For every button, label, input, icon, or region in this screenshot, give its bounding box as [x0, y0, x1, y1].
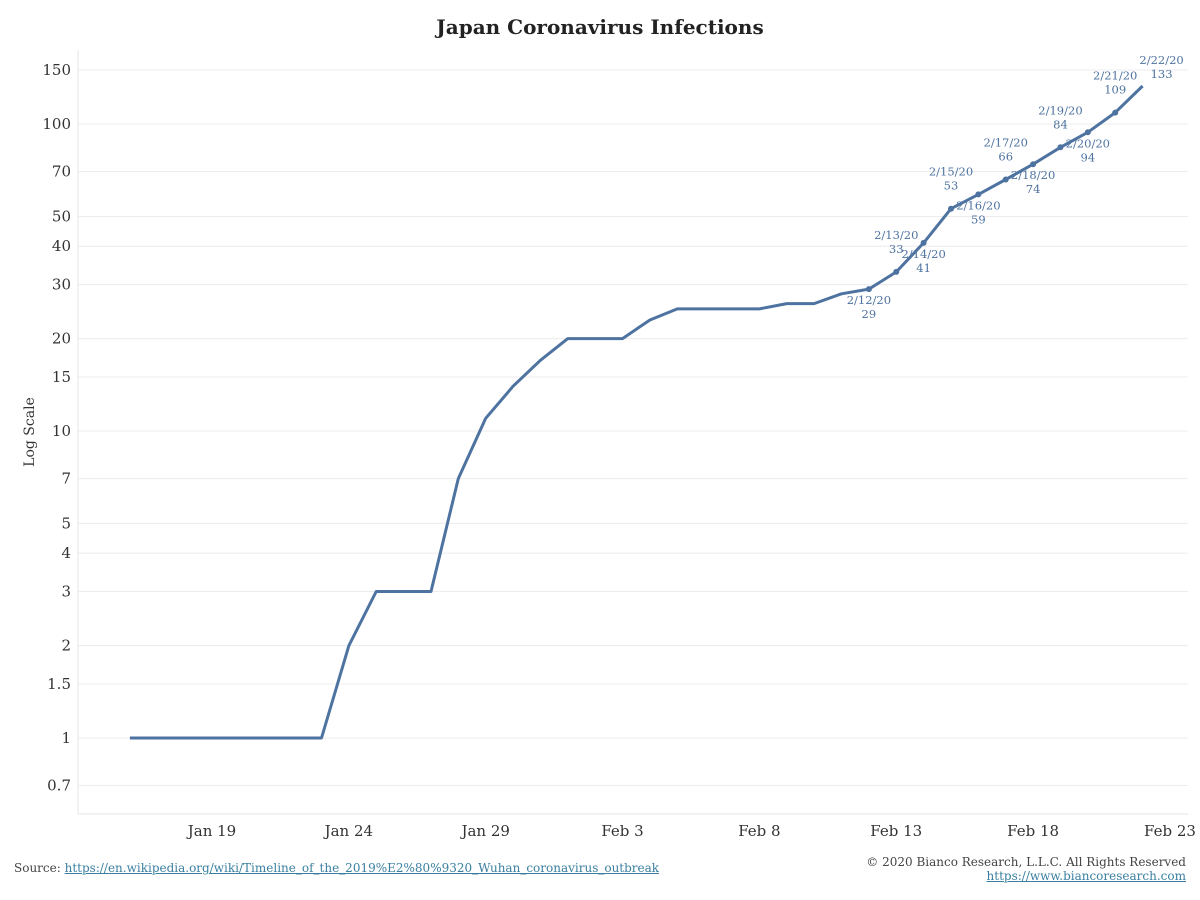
- data-label-date: 2/17/20: [984, 135, 1028, 149]
- y-tick-label: 100: [42, 115, 71, 133]
- y-tick-label: 10: [52, 422, 71, 440]
- x-axis-ticks: Jan 19 Jan 24 Jan 29 Feb 3 Feb 8 Feb 13 Feb 18…: [186, 822, 1196, 840]
- y-tick-label: 7: [61, 470, 71, 488]
- chart-title: Japan Coronavirus Infections: [436, 15, 764, 39]
- y-tick-label: 20: [52, 330, 71, 348]
- copyright-block: © 2020 Bianco Research, L.L.C. All Right…: [866, 855, 1186, 883]
- data-label-value: 33: [889, 242, 904, 256]
- x-tick-label: Feb 18: [1007, 822, 1059, 840]
- data-point: [1112, 109, 1119, 116]
- x-tick-label: Jan 29: [459, 822, 509, 840]
- data-label-date: 2/14/20: [901, 247, 945, 261]
- y-tick-label: 70: [52, 163, 71, 181]
- x-tick-label: Jan 19: [186, 822, 236, 840]
- y-tick-label: 1: [61, 729, 71, 747]
- y-tick-label: 5: [61, 514, 71, 532]
- data-label-value: 109: [1104, 83, 1126, 97]
- series-layer: [129, 84, 1144, 740]
- data-label-value: 66: [998, 149, 1013, 163]
- data-label-value: 59: [971, 212, 986, 226]
- series-line: [129, 84, 1144, 740]
- y-tick-label: 15: [52, 368, 71, 386]
- data-label-value: 74: [1026, 182, 1041, 196]
- data-point: [893, 268, 900, 275]
- y-tick-label: 150: [42, 61, 71, 79]
- data-label-date: 2/22/20: [1139, 53, 1183, 67]
- data-label-date: 2/15/20: [929, 165, 973, 179]
- data-point: [1002, 176, 1009, 183]
- y-tick-label: 40: [52, 237, 71, 255]
- y-tick-label: 3: [61, 583, 71, 601]
- data-point: [1084, 129, 1091, 136]
- x-tick-label: Feb 13: [870, 822, 922, 840]
- x-tick-label: Feb 8: [738, 822, 780, 840]
- y-tick-label: 0.7: [47, 777, 71, 795]
- x-tick-label: Jan 24: [323, 822, 373, 840]
- y-tick-label: 30: [52, 276, 71, 294]
- data-point: [865, 286, 872, 293]
- data-label-value: 94: [1081, 150, 1096, 164]
- gridlines: [78, 69, 1188, 787]
- website-link[interactable]: https://www.biancoresearch.com: [986, 869, 1186, 883]
- data-label-date: 2/16/20: [956, 198, 1000, 212]
- data-point: [920, 239, 927, 246]
- data-label-value: 29: [862, 307, 877, 321]
- data-label-date: 2/18/20: [1011, 168, 1055, 182]
- y-tick-label: 1.5: [47, 675, 71, 693]
- data-label-date: 2/21/20: [1093, 69, 1137, 83]
- data-label-date: 2/19/20: [1038, 103, 1082, 117]
- data-point: [1030, 161, 1037, 168]
- data-label-value: 133: [1151, 67, 1173, 81]
- y-tick-label: 2: [61, 637, 71, 655]
- data-label-value: 84: [1053, 117, 1068, 131]
- data-label-value: 41: [916, 261, 931, 275]
- y-axis-ticks: 0.7 1 1.5 2 3 4 5 7 10 15 20 30 40 50 70 100 150: [42, 61, 71, 795]
- data-label-date: 2/13/20: [874, 228, 918, 242]
- data-label-date: 2/20/20: [1066, 136, 1110, 150]
- source-label: Source:: [14, 861, 61, 875]
- source-link[interactable]: https://en.wikipedia.org/wiki/Timeline_o…: [64, 861, 660, 875]
- data-label-date: 2/12/20: [847, 293, 891, 307]
- y-tick-label: 50: [52, 207, 71, 225]
- data-point: [947, 205, 954, 212]
- copyright-text: © 2020 Bianco Research, L.L.C. All Right…: [866, 855, 1186, 869]
- data-label-value: 53: [944, 179, 959, 193]
- x-tick-label: Feb 23: [1144, 822, 1196, 840]
- x-tick-label: Feb 3: [601, 822, 643, 840]
- data-point: [975, 191, 982, 198]
- source-note: Source: https://en.wikipedia.org/wiki/Ti…: [14, 861, 659, 875]
- y-tick-label: 4: [61, 544, 71, 562]
- data-point: [1057, 144, 1064, 151]
- y-axis-label: Log Scale: [22, 397, 38, 467]
